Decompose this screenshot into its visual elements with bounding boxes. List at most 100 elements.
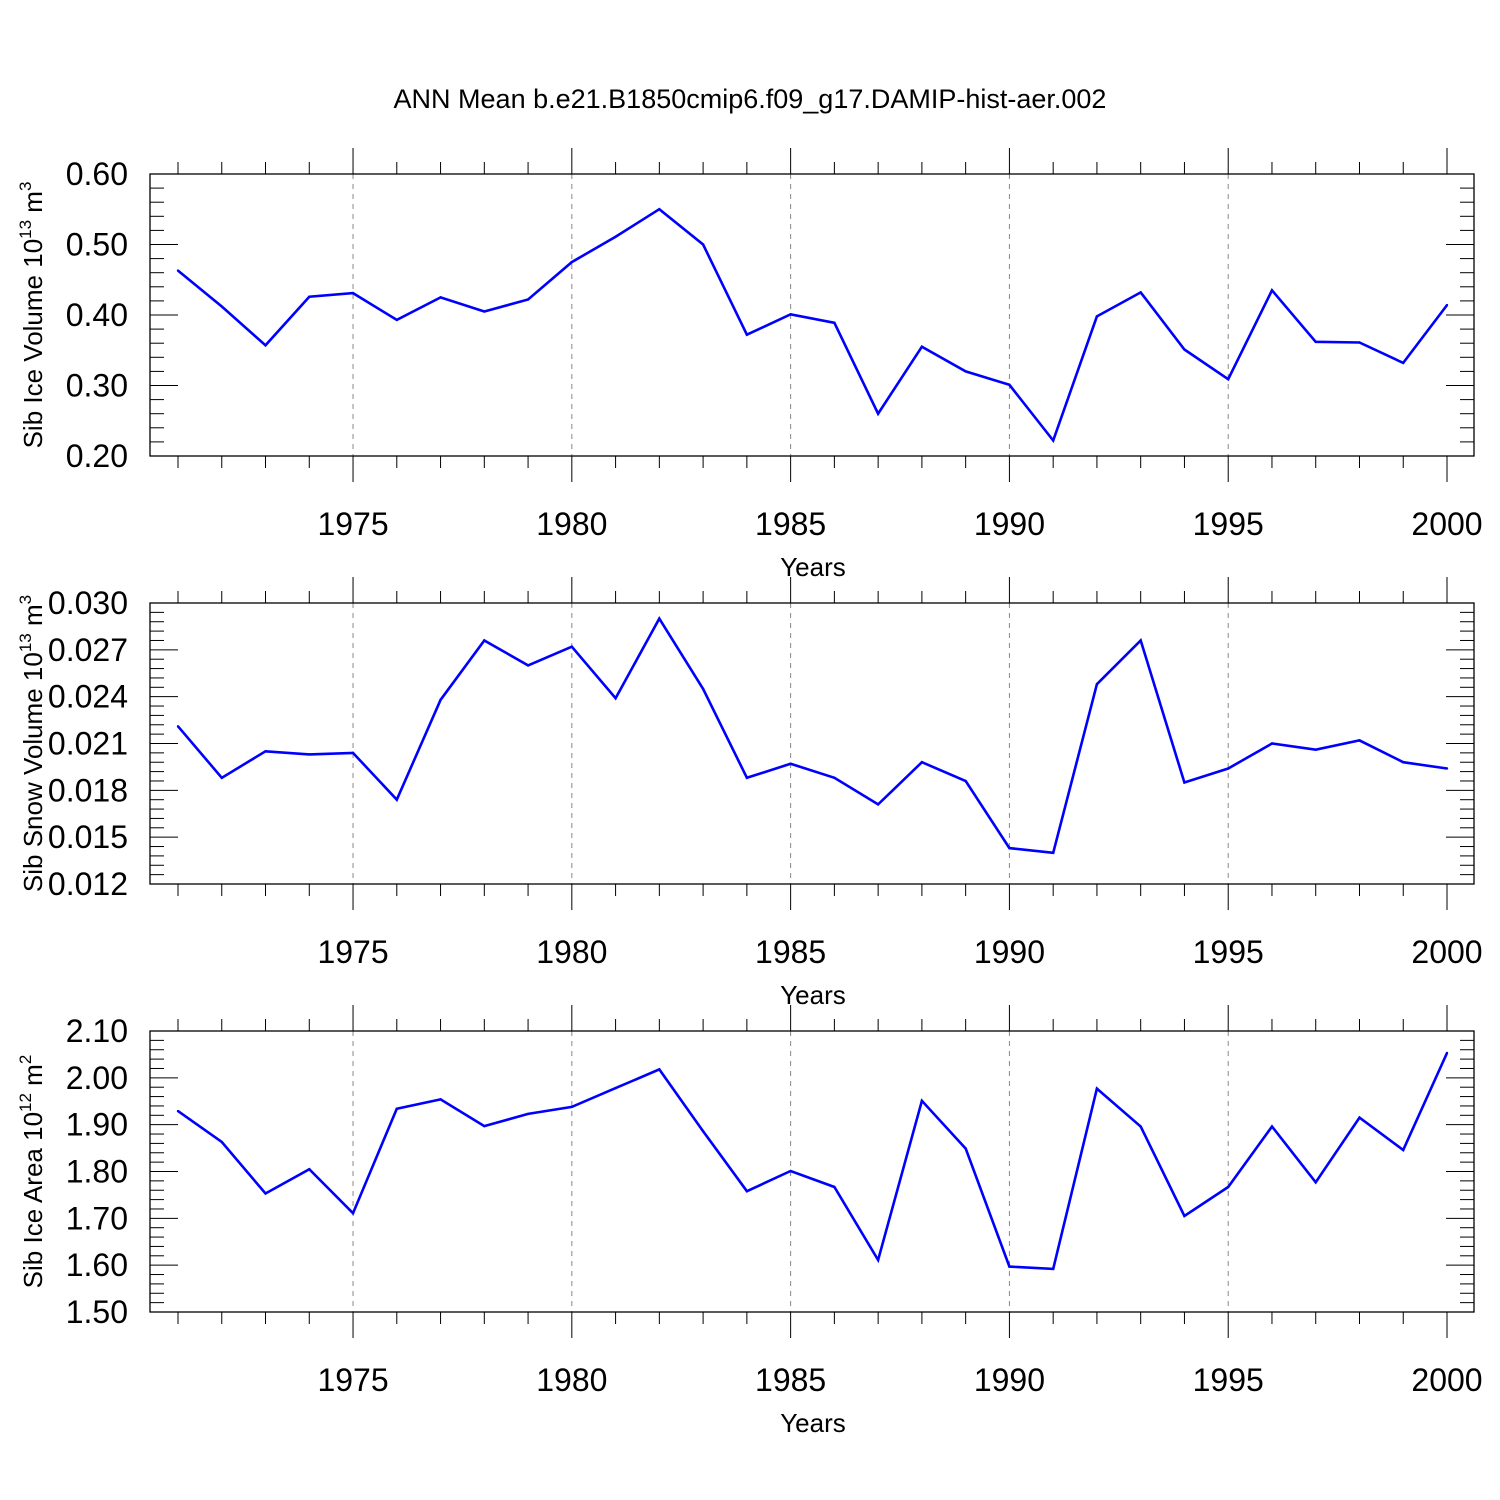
data-point <box>658 617 661 620</box>
data-point <box>614 1086 617 1090</box>
data-point <box>1227 377 1230 381</box>
x-tick-label: 1990 <box>974 934 1045 970</box>
data-point <box>789 1169 792 1173</box>
data-point <box>264 1192 267 1195</box>
y-axis-title-superscript: 3 <box>16 182 35 191</box>
data-point <box>1227 767 1230 770</box>
data-point <box>1008 1265 1011 1268</box>
series-line <box>177 207 1449 444</box>
data-point <box>833 1185 836 1189</box>
data-point <box>176 1109 180 1113</box>
data-point <box>920 1099 924 1102</box>
data-point <box>745 333 749 336</box>
x-tick-label: 1995 <box>1193 1362 1264 1398</box>
y-tick-label: 0.50 <box>66 227 128 263</box>
data-point <box>1051 851 1055 854</box>
y-axis-title-part: Sib Snow Volume 10 <box>18 652 48 892</box>
data-point <box>1445 1051 1449 1055</box>
x-tick-label: 2000 <box>1411 506 1482 542</box>
data-point <box>570 1105 574 1109</box>
y-tick-label: 0.027 <box>48 632 128 668</box>
y-axis-title: Sib Ice Volume 1013 m3 <box>16 182 48 449</box>
y-axis-title-part: Sib Ice Area 10 <box>18 1112 48 1288</box>
x-axis-title: Years <box>780 1408 846 1438</box>
data-point <box>526 664 530 667</box>
y-tick-label: 0.012 <box>48 866 128 902</box>
data-point <box>1008 846 1011 850</box>
x-tick-label: 1980 <box>536 506 607 542</box>
data-point <box>439 296 442 299</box>
x-tick-label: 2000 <box>1411 934 1482 970</box>
data-point <box>395 798 398 801</box>
data-point <box>876 412 880 415</box>
y-tick-label: 2.00 <box>66 1060 128 1096</box>
y-axis-title-superscript: 12 <box>16 1093 35 1112</box>
x-tick-label: 1990 <box>974 1362 1045 1398</box>
data-point <box>308 1167 311 1171</box>
data-point <box>526 298 530 301</box>
data-point <box>1314 340 1317 343</box>
data-point <box>176 725 180 728</box>
x-tick-label: 1980 <box>536 934 607 970</box>
data-point <box>1095 682 1099 686</box>
data-point <box>439 1098 442 1101</box>
data-point <box>701 1130 705 1133</box>
data-point <box>351 291 355 295</box>
y-axis-title-superscript: 3 <box>16 595 35 604</box>
data-point <box>614 235 617 238</box>
data-point <box>745 776 749 780</box>
data-point <box>614 697 617 700</box>
y-tick-label: 2.10 <box>66 1013 128 1049</box>
data-point <box>1402 361 1405 365</box>
data-point <box>526 1112 530 1116</box>
data-point <box>395 1107 398 1110</box>
y-axis-title-part: m <box>18 191 48 220</box>
y-tick-label: 1.70 <box>66 1200 128 1236</box>
panel-1: 0.20 0.30 0.40 0.50 0.60 1975 1980 1985 1990 1995… <box>16 148 1483 582</box>
data-point <box>1445 767 1449 770</box>
data-point <box>701 243 705 246</box>
x-tick-label: 1975 <box>317 1362 388 1398</box>
y-axis-title-part: m <box>18 604 48 633</box>
panel-2: 0.012 0.015 0.018 0.021 0.024 0.027 0.030 1975 1… <box>16 577 1483 1010</box>
data-point <box>1358 341 1361 344</box>
y-axis-title-superscript: 13 <box>16 633 35 652</box>
data-point <box>1183 781 1186 784</box>
data-point <box>220 776 223 780</box>
data-point <box>1358 739 1361 742</box>
data-point <box>1095 315 1099 318</box>
x-axis-title: Years <box>780 552 846 582</box>
y-tick-label: 1.90 <box>66 1107 128 1143</box>
data-point <box>1139 639 1142 642</box>
data-point <box>1314 748 1317 751</box>
y-axis-title-superscript: 13 <box>16 220 35 239</box>
x-tick-label: 1995 <box>1193 506 1264 542</box>
x-tick-label: 1975 <box>317 506 388 542</box>
data-point <box>1183 1214 1186 1218</box>
data-point <box>483 310 486 313</box>
x-tick-label: 1985 <box>755 934 826 970</box>
x-axis-title: Years <box>780 980 846 1010</box>
series-line <box>177 616 1448 855</box>
data-point <box>1270 1125 1274 1128</box>
data-point <box>701 687 705 691</box>
x-tick-label: 1980 <box>536 1362 607 1398</box>
y-axis-title: Sib Snow Volume 1013 m3 <box>16 595 48 892</box>
data-point <box>920 345 924 348</box>
data-point <box>1183 348 1186 351</box>
data-point <box>833 321 836 324</box>
data-point <box>351 1211 355 1215</box>
data-point <box>1402 761 1405 764</box>
data-point <box>1402 1148 1405 1152</box>
y-tick-label: 0.015 <box>48 819 128 855</box>
data-point <box>833 776 836 780</box>
y-axis-title: Sib Ice Area 1012 m2 <box>16 1055 48 1289</box>
data-point <box>439 698 442 701</box>
data-point <box>876 1258 880 1262</box>
y-axis-title-superscript: 2 <box>16 1055 35 1064</box>
figure-title: ANN Mean b.e21.B1850cmip6.f09_g17.DAMIP-… <box>393 84 1107 114</box>
y-tick-label: 0.20 <box>66 438 128 474</box>
y-tick-label: 0.024 <box>48 679 128 715</box>
plot-frame <box>149 173 1475 457</box>
data-point <box>176 269 180 272</box>
